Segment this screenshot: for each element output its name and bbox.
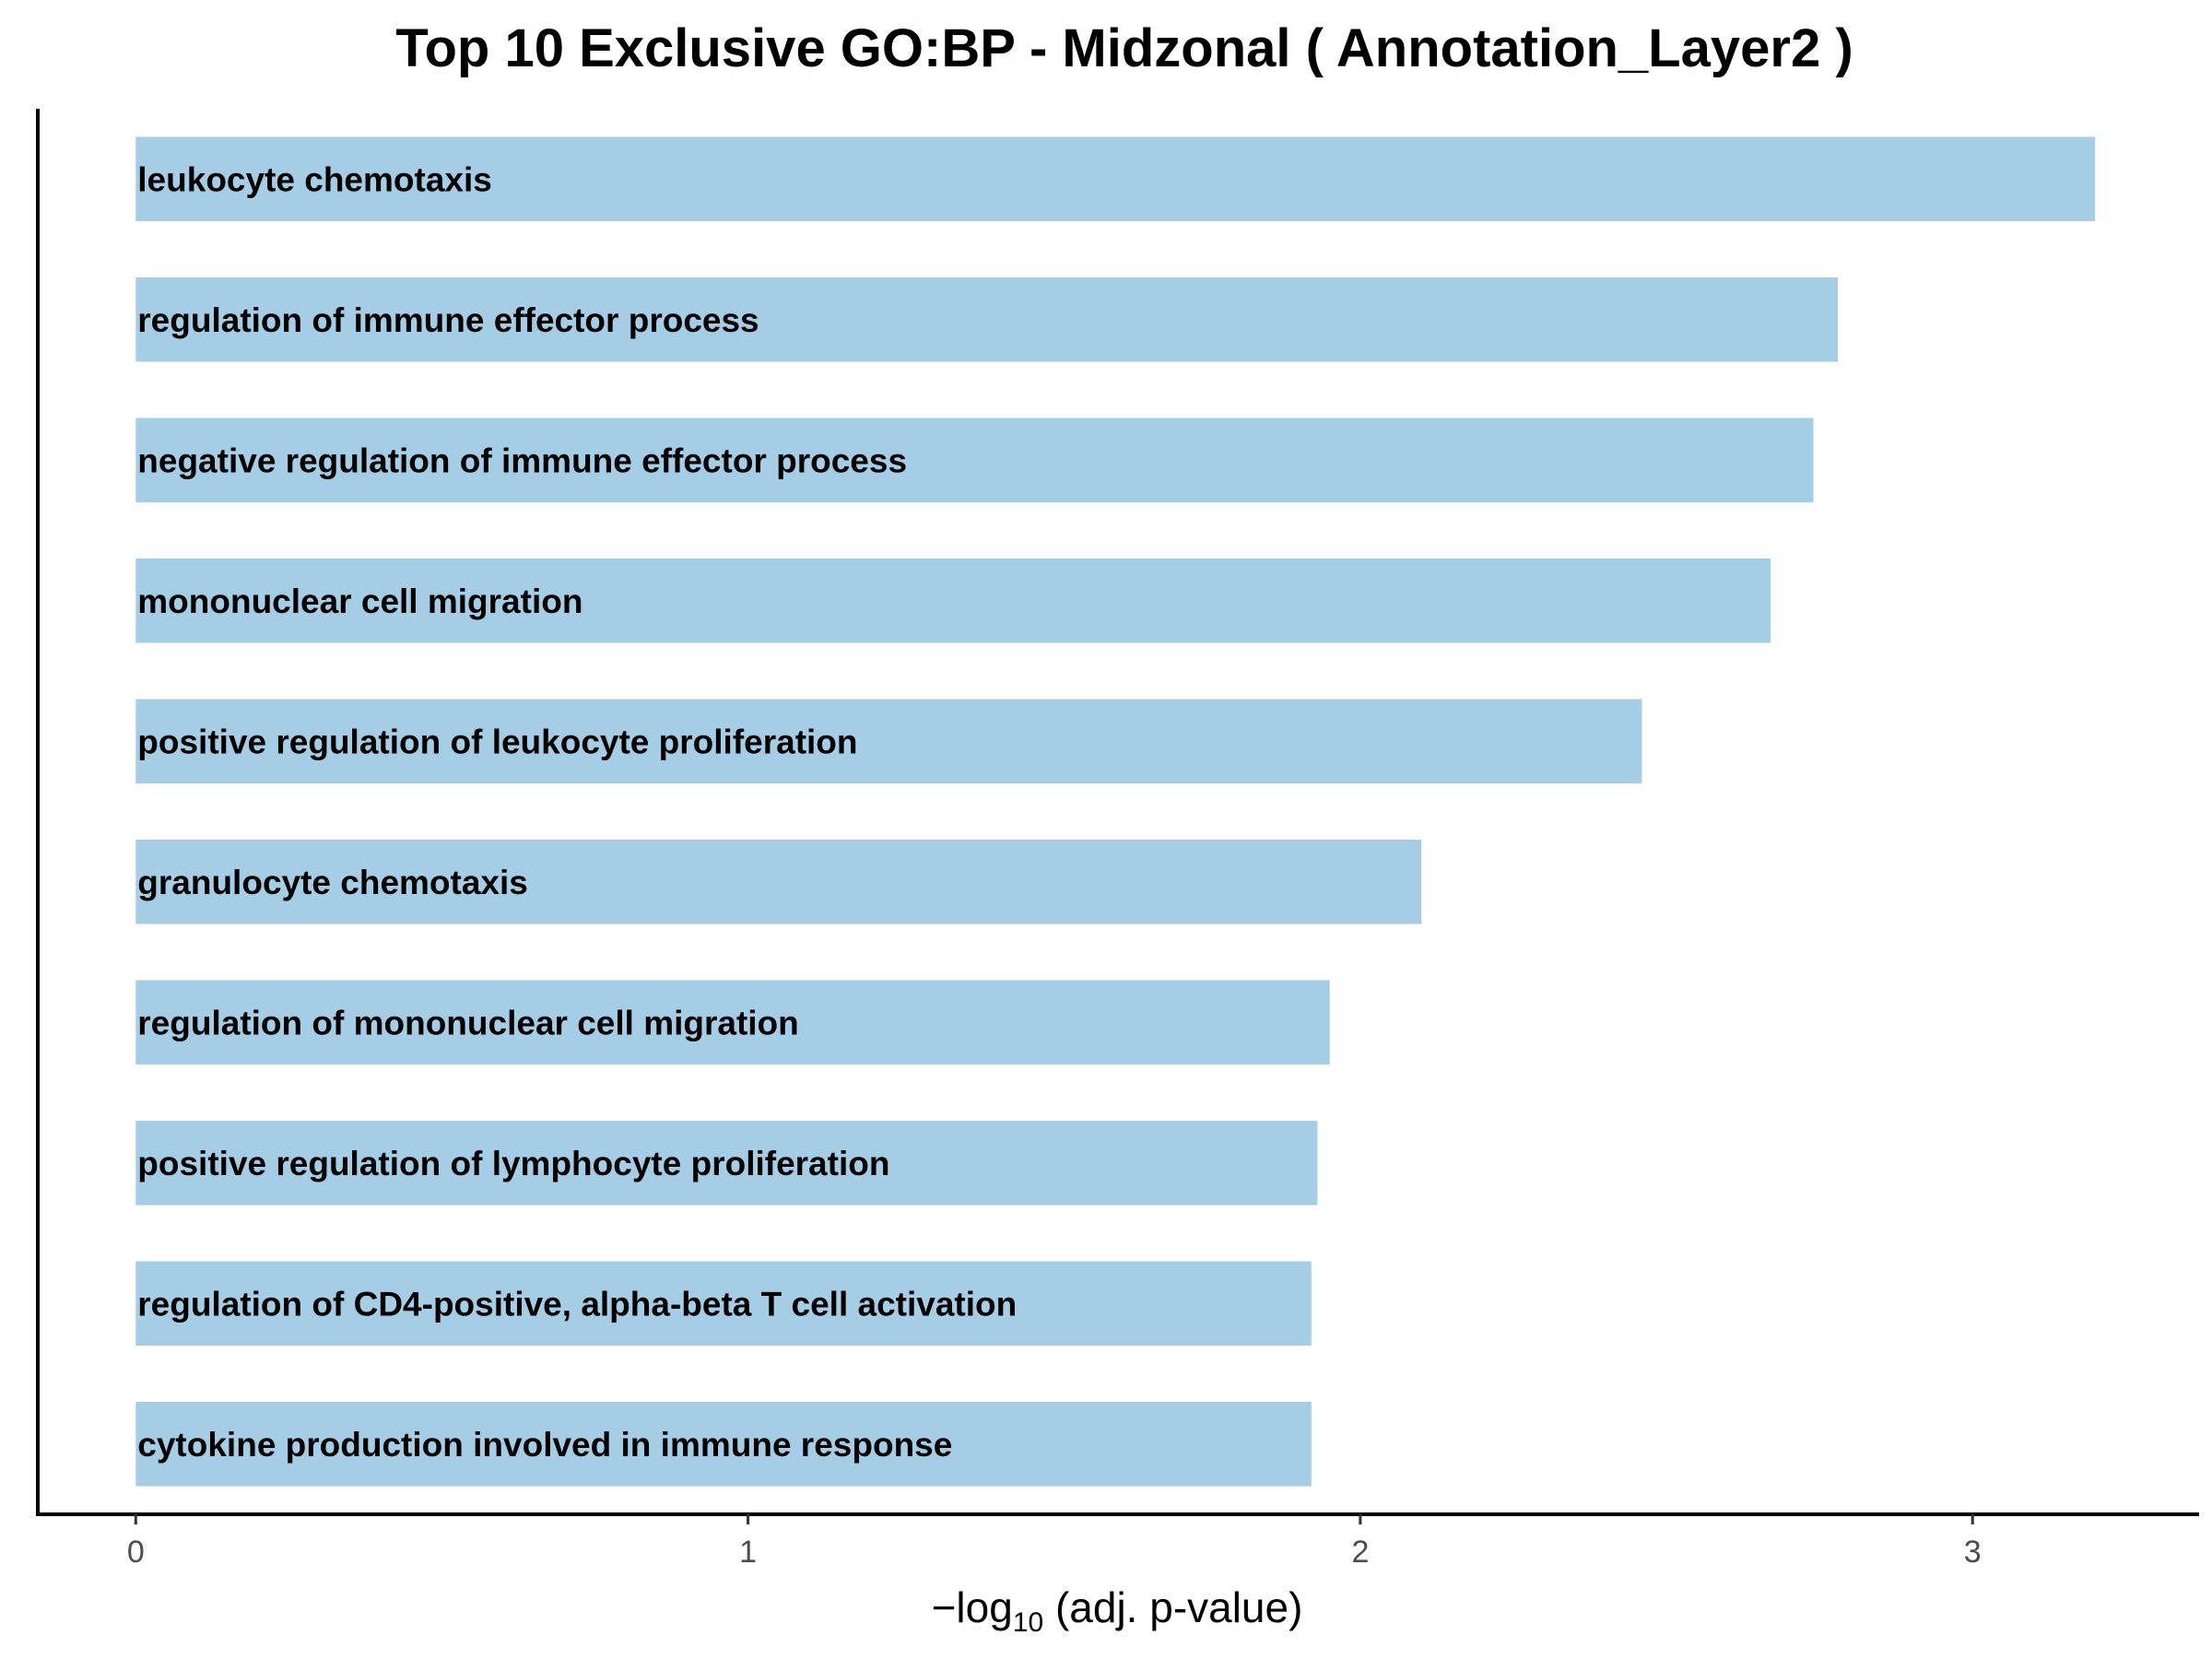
x-axis-title-subscript: 10 [1013,1607,1043,1638]
bar-label-4: mononuclear cell migration [137,582,582,620]
x-axis-title-suffix: (adj. p-value) [1043,1583,1302,1631]
bar-5 [135,699,1642,783]
bar-2 [135,277,1839,362]
bar-label-1: leukocyte chemotaxis [137,160,492,198]
chart-title: Top 10 Exclusive GO:BP - Midzonal ( Anno… [395,18,1853,78]
bar-label-7: regulation of mononuclear cell migration [137,1004,798,1041]
bar-8 [135,1121,1318,1206]
bar-10 [135,1402,1312,1487]
bar-label-10: cytokine production involved in immune r… [137,1426,952,1464]
bar-6 [135,840,1422,924]
x-tick-label-1: 1 [739,1535,757,1570]
bar-3 [135,418,1814,502]
bar-9 [135,1261,1312,1346]
x-axis-title-prefix: −log [932,1583,1013,1631]
bar-label-6: granulocyte chemotaxis [137,864,528,901]
bar-label-8: positive regulation of lymphocyte prolif… [137,1145,889,1182]
bar-labels: leukocyte chemotaxis regulation of immune… [137,160,1017,1464]
bar-1 [135,136,2096,221]
bar-label-3: negative regulation of immune effector p… [137,441,907,479]
x-tick-label-2: 2 [1351,1535,1369,1570]
x-tick-label-3: 3 [1964,1535,1982,1570]
x-axis-ticks: 0 1 2 3 [127,1514,1982,1570]
bar-label-5: positive regulation of leukocyte prolife… [137,723,857,760]
bars [135,136,2096,1487]
x-axis-title: −log10 (adj. p-value) [932,1583,1303,1638]
bar-7 [135,980,1330,1065]
bar-label-9: regulation of CD4-positive, alpha-beta T… [137,1285,1017,1323]
bar-label-2: regulation of immune effector process [137,301,759,339]
bar-4 [135,559,1771,643]
x-tick-label-0: 0 [127,1535,145,1570]
